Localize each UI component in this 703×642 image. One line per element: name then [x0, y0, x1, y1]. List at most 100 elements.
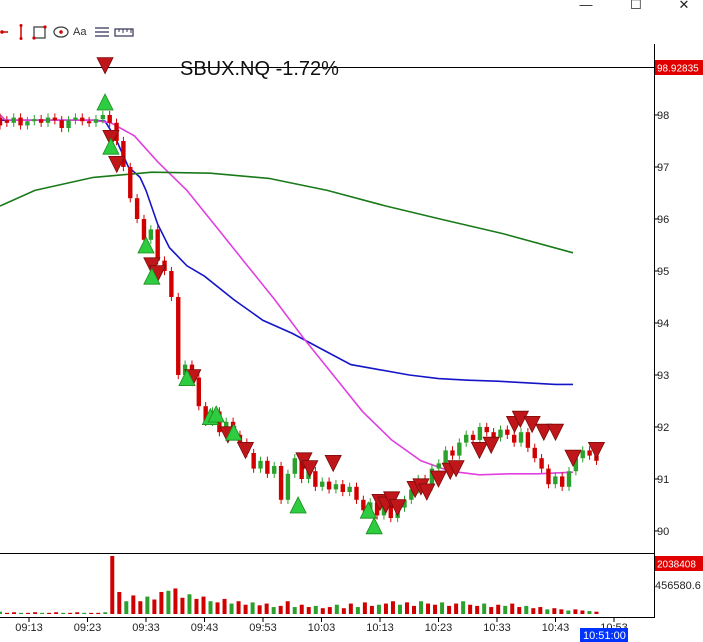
candle-down — [203, 406, 208, 422]
volume-bar — [201, 596, 206, 614]
candle-up — [436, 463, 441, 469]
candle-down — [196, 377, 202, 407]
ellipse-icon[interactable] — [52, 24, 70, 40]
volume-bar — [447, 605, 452, 614]
candle-up — [11, 117, 16, 123]
price-badge-box — [655, 60, 703, 75]
volume-bar — [61, 612, 66, 614]
x-tick-label: 10:43 — [542, 622, 570, 634]
candle-down — [559, 476, 565, 487]
sell-signal-marker — [535, 423, 553, 442]
candle-down — [374, 502, 380, 516]
candle-down — [169, 271, 174, 297]
y-tick-label: 97 — [657, 162, 669, 174]
candle-down — [587, 450, 592, 456]
volume-bar — [159, 591, 164, 614]
candle-down — [52, 117, 58, 121]
moving-averages — [0, 114, 574, 476]
volume-bar — [103, 612, 108, 614]
y-tick-label: 93 — [657, 370, 669, 382]
sell-signal-marker — [564, 449, 582, 468]
sell-signal-marker — [482, 436, 500, 455]
volume-bar — [404, 602, 409, 614]
candle-down — [107, 115, 112, 123]
volume-bar — [566, 610, 571, 614]
ruler-icon[interactable] — [114, 24, 134, 40]
sell-signal-marker — [324, 454, 342, 473]
buy-signal-marker — [207, 405, 225, 423]
volume-bar — [538, 607, 543, 614]
volume-bar — [187, 594, 192, 614]
candle-up — [553, 476, 558, 485]
candle-down — [546, 468, 551, 485]
candle-down — [128, 167, 133, 199]
candle-down — [121, 141, 126, 167]
volume-bar — [96, 612, 101, 614]
candle-down — [354, 486, 359, 500]
volume-bar — [594, 611, 599, 614]
volume-bar — [355, 607, 360, 614]
volume-bar — [440, 602, 445, 614]
candle-up — [518, 432, 524, 443]
candle-down — [18, 117, 23, 126]
volume-bar — [412, 605, 417, 614]
volume-bar — [75, 612, 80, 614]
candle-up — [93, 119, 99, 123]
candle-down — [134, 198, 140, 219]
volume-bar — [475, 605, 480, 614]
sell-signal-marker — [511, 410, 530, 429]
close-button[interactable]: ✕ — [678, 0, 690, 12]
buy-signal-marker — [289, 496, 307, 514]
volume-bar — [587, 611, 592, 614]
marker-icon[interactable] — [0, 24, 10, 40]
candle-up — [100, 115, 106, 120]
sell-signal-marker — [470, 441, 489, 460]
candle-down — [491, 432, 496, 438]
maximize-button[interactable]: ☐ — [630, 0, 642, 12]
volume-bar — [390, 601, 395, 614]
rectangle-icon[interactable] — [32, 24, 48, 40]
ma-slow-line — [0, 171, 574, 254]
volume-bar — [47, 612, 52, 614]
x-tick-label: 09:33 — [132, 622, 160, 634]
volume-bar — [26, 612, 31, 614]
volume-bar — [376, 604, 381, 614]
candle-down — [450, 450, 455, 456]
text-icon[interactable]: Aa — [73, 26, 87, 38]
volume-bar — [348, 603, 353, 614]
volume-bar — [5, 612, 10, 614]
list-icon[interactable] — [93, 24, 111, 40]
volume-bar — [580, 610, 585, 614]
buy-signal-marker — [359, 501, 377, 519]
volume-bar — [383, 603, 388, 614]
volume-bar — [461, 601, 466, 614]
sell-signal-marker — [96, 57, 114, 75]
buy-signal-marker — [137, 236, 155, 254]
time-badge: 10:51:00 — [580, 628, 628, 642]
volume-badge-box — [655, 556, 703, 571]
volume-bar — [271, 607, 276, 614]
candle-up — [409, 489, 414, 500]
minimize-button[interactable]: — — [579, 0, 593, 12]
candle-up — [429, 468, 435, 487]
sell-signal-marker — [546, 423, 565, 442]
y-tick-label: 94 — [657, 318, 669, 330]
chart-title: SBUX.NQ -1.72% — [180, 58, 339, 80]
candle-down — [251, 453, 256, 469]
volume-bar — [369, 605, 374, 614]
volume-bar — [138, 601, 143, 614]
time-axis: 09:13 09:23 09:33 09:43 09:53 10:03 10:13 10:23… — [15, 617, 628, 634]
volume-bar — [222, 598, 227, 614]
volume-bar — [173, 588, 178, 614]
vertical-line-icon[interactable] — [15, 24, 27, 40]
candle-down — [265, 460, 270, 474]
x-tick-label: 10:13 — [366, 622, 394, 634]
volume-bar — [341, 608, 346, 614]
volume-bar — [510, 603, 515, 614]
candle-up — [320, 481, 325, 487]
candle-down — [505, 429, 510, 435]
volume-bar — [419, 601, 424, 614]
y-tick-label: 92 — [657, 422, 669, 434]
volume-bar — [306, 607, 311, 614]
volume-bar — [82, 612, 87, 614]
